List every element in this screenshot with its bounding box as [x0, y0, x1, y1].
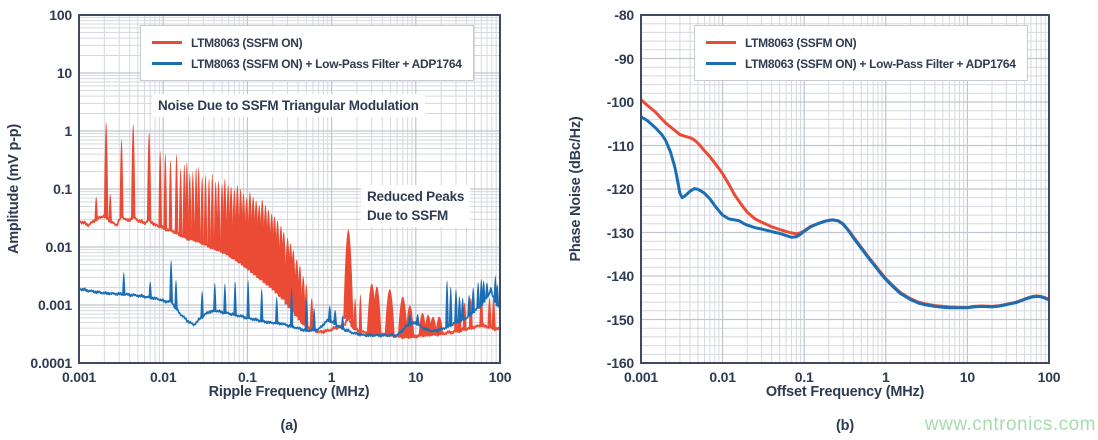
y-tick-label: 0.001: [37, 297, 72, 313]
legend-entry: LTM8063 (SSFM ON): [152, 36, 462, 50]
y-tick-label: -150: [606, 311, 634, 328]
plot-area-a: [79, 122, 500, 340]
y-tick-label: -110: [607, 137, 635, 154]
x-tick-label: 0.1: [237, 369, 257, 385]
legend-entry: LTM8063 (SSFM ON) + Low-Pass Filter + AD…: [152, 57, 462, 71]
y-tick-label: 0.0001: [30, 355, 72, 371]
legend-label: LTM8063 (SSFM ON): [191, 35, 303, 50]
caption-b: (b): [836, 418, 854, 434]
y-tick-label: -130: [606, 224, 634, 241]
x-tick-label: 0.001: [61, 369, 97, 385]
y-tick-label: 0.1: [53, 181, 72, 197]
x-tick-label: 10: [408, 369, 424, 385]
y-tick-label: 1: [64, 123, 72, 139]
legend-entry: LTM8063 (SSFM ON): [706, 36, 1016, 50]
x-tick-label: 10: [959, 369, 975, 385]
x-tick-label: 0.1: [794, 369, 814, 385]
x-axis-label-b: Offset Frequency (MHz): [765, 384, 925, 400]
series-peaks-a-1: [122, 259, 500, 332]
y-tick-label: -120: [606, 181, 634, 197]
legend-label: LTM8063 (SSFM ON): [745, 35, 857, 50]
legend-swatch-red: [706, 40, 736, 45]
legend-label: LTM8063 (SSFM ON) + Low-Pass Filter + AD…: [191, 56, 462, 71]
plot-frame-b: [640, 14, 1050, 364]
y-tick-label: 0.01: [45, 239, 73, 255]
y-tick-label: 100: [49, 7, 72, 23]
y-tick-label: -100: [606, 94, 634, 110]
legend-swatch-blue: [706, 61, 736, 66]
y-axis-label-a: Amplitude (mV p-p): [6, 123, 22, 255]
annotation-ssfm-noise: Noise Due to SSFM Triangular Modulation: [152, 94, 425, 117]
y-tick-label: -140: [606, 268, 634, 284]
legend-entry: LTM8063 (SSFM ON) + Low-Pass Filter + AD…: [706, 57, 1016, 71]
legend-swatch-blue: [152, 61, 182, 66]
x-tick-label: 0.01: [709, 369, 736, 385]
y-tick-label: -90: [614, 50, 634, 67]
plot-area-b: [641, 98, 1049, 310]
legend-label: LTM8063 (SSFM ON) + Low-Pass Filter + AD…: [745, 56, 1016, 71]
annotation-reduced-peaks: Reduced Peaks Due to SSFM: [361, 185, 471, 227]
x-tick-label: 0.01: [149, 369, 177, 385]
legend-b: LTM8063 (SSFM ON) LTM8063 (SSFM ON) + Lo…: [694, 25, 1028, 81]
caption-a: (a): [280, 418, 298, 434]
watermark: www.cntronics.com: [924, 414, 1096, 435]
annotation-line: Due to SSFM: [367, 208, 449, 223]
x-tick-label: 100: [1037, 369, 1061, 385]
plot-frame-a: [78, 14, 501, 364]
y-tick-label: -80: [614, 7, 634, 23]
x-tick-label: 100: [488, 369, 512, 385]
y-tick-label: -160: [606, 355, 634, 371]
x-tick-label: 1: [327, 369, 336, 385]
legend-swatch-red: [152, 40, 182, 45]
x-axis-label-a: Ripple Frequency (MHz): [208, 384, 370, 400]
annotation-line: Reduced Peaks: [367, 189, 465, 204]
series-path-b-1: [641, 115, 1049, 310]
y-tick-label: 10: [56, 65, 72, 81]
x-tick-label: 0.001: [623, 369, 659, 385]
y-axis-label-b: Phase Noise (dBc/Hz): [568, 116, 584, 262]
x-tick-label: 1: [882, 369, 890, 385]
legend-a: LTM8063 (SSFM ON) LTM8063 (SSFM ON) + Lo…: [140, 25, 474, 81]
